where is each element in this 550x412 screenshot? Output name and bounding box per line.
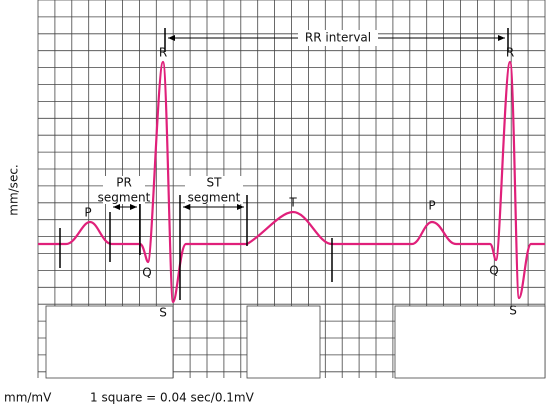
rr-label: RR interval: [305, 31, 371, 45]
wave-label: P: [84, 206, 91, 220]
label-bg: [103, 176, 145, 204]
ecg-trace: [38, 60, 545, 304]
pr-label: segment: [98, 191, 151, 205]
label-bg: [298, 30, 378, 46]
axis-label: mm/sec.: [7, 164, 21, 215]
st-label: ST: [207, 176, 223, 190]
scale-note: 1 square = 0.04 sec/0.1mV: [90, 391, 255, 405]
pr-label: PR: [116, 176, 132, 190]
wave-label: T: [288, 196, 297, 210]
wave-label: Q: [489, 264, 498, 278]
wave-label: R: [159, 46, 167, 60]
axis-label: mm/mV: [4, 391, 52, 405]
wave-label: R: [506, 46, 514, 60]
wave-label: S: [159, 306, 167, 320]
wave-label: S: [509, 304, 517, 318]
label-bg: [185, 176, 243, 204]
wave-label: P: [428, 199, 435, 213]
st-label: segment: [188, 191, 241, 205]
blank-blocks: [45, 305, 546, 379]
wave-label: Q: [142, 266, 151, 280]
markers: [59, 28, 509, 300]
